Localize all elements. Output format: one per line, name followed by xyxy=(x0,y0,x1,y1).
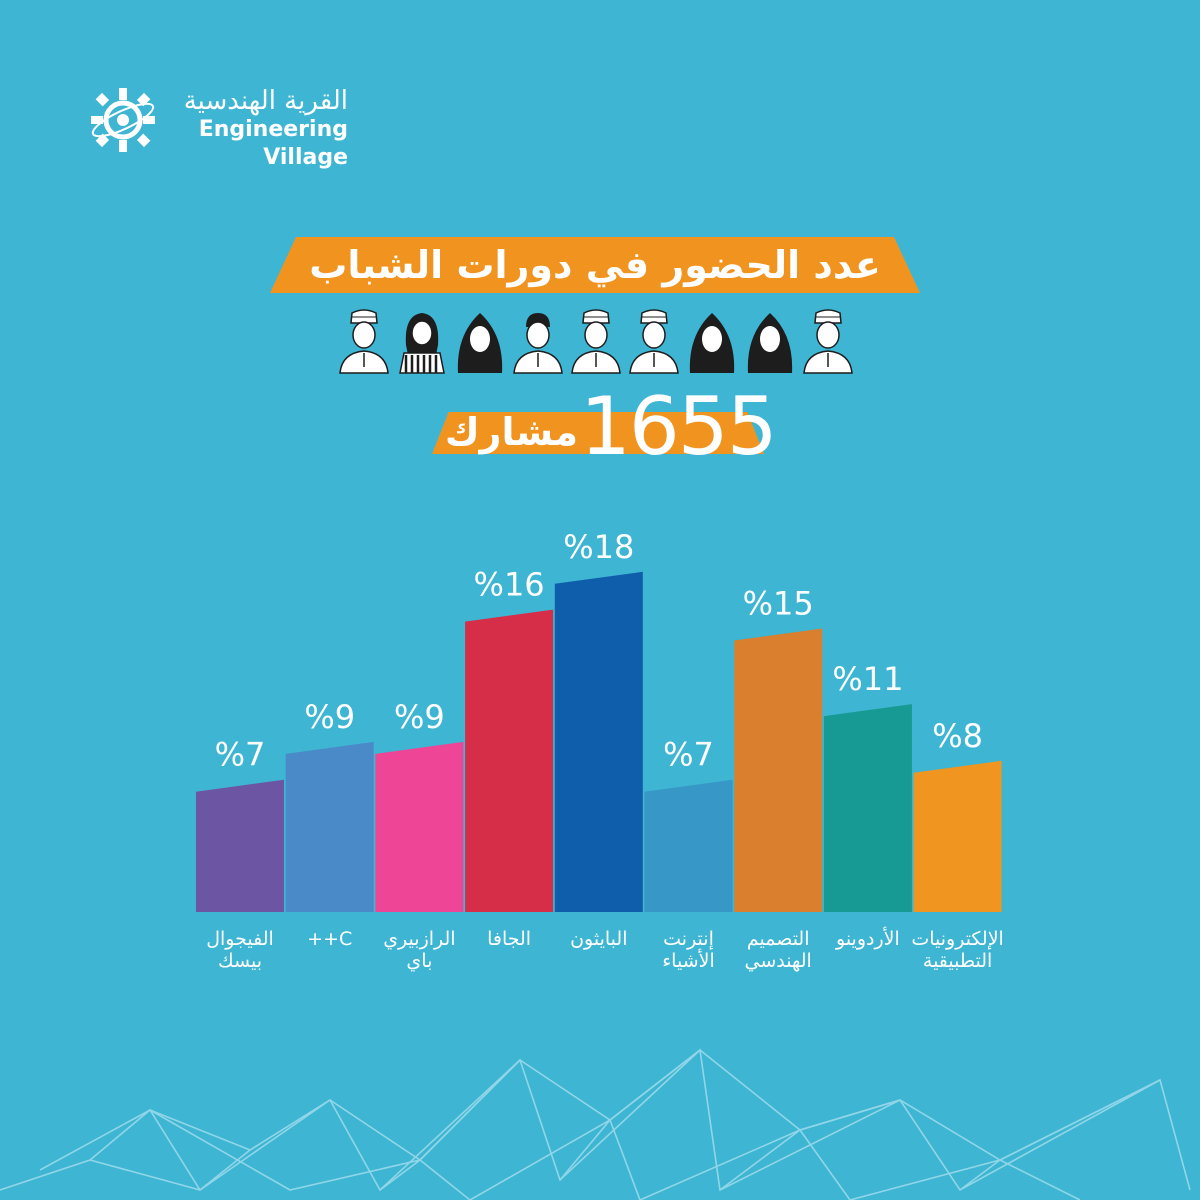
category-label: C++ xyxy=(307,928,353,950)
bar xyxy=(734,628,823,912)
bar xyxy=(375,741,464,912)
bar-value-label: %7 xyxy=(215,736,266,774)
bar-value-label: %15 xyxy=(743,585,814,623)
category-label: إنترنت الأشياء xyxy=(662,928,715,972)
network-decoration xyxy=(0,1048,1191,1200)
bar-value-label: %9 xyxy=(304,698,355,736)
man-icon xyxy=(803,309,853,374)
category-label: الإلكترونيات التطبيقية xyxy=(911,928,1004,972)
bar-value-label: %8 xyxy=(932,717,983,755)
bar-value-label: %16 xyxy=(474,566,545,604)
bar xyxy=(196,779,284,912)
category-label: الرازبيري باي xyxy=(383,928,456,972)
brand-logo: القرية الهندسية Engineering Village xyxy=(88,84,348,170)
bar-value-label: %18 xyxy=(563,528,634,566)
total-participants-label: مشارك xyxy=(444,410,578,454)
bar xyxy=(285,741,374,912)
category-label: الفيجوال بيسك xyxy=(206,928,274,972)
woman-icon xyxy=(689,313,735,373)
bar xyxy=(465,609,554,912)
woman-icon xyxy=(747,313,793,373)
category-label: البايثون xyxy=(570,928,628,950)
brand-name-english: Engineering Village xyxy=(198,117,348,170)
category-label: الأردوينو xyxy=(836,928,900,950)
category-label: التصميم الهندسي xyxy=(744,928,812,972)
brand-name-arabic: القرية الهندسية xyxy=(183,86,348,116)
girl-icon xyxy=(399,313,445,374)
page-title: عدد الحضور في دورات الشباب xyxy=(309,243,881,287)
man-icon xyxy=(339,309,389,374)
participants-icons xyxy=(339,309,853,374)
bar xyxy=(913,760,1002,912)
bar-value-label: %7 xyxy=(663,736,714,774)
woman-icon xyxy=(457,313,503,373)
boy-icon xyxy=(513,313,563,374)
man-icon xyxy=(629,309,679,374)
title-ribbon: عدد الحضور في دورات الشباب xyxy=(270,237,920,293)
bar xyxy=(644,779,733,912)
total-ribbon xyxy=(432,412,764,454)
man-icon xyxy=(571,309,621,374)
bar xyxy=(823,704,912,912)
bar-value-label: %9 xyxy=(394,698,445,736)
category-label: الجافا xyxy=(487,928,532,950)
bar xyxy=(554,571,643,912)
gear-logo-icon xyxy=(91,88,155,152)
bar-value-label: %11 xyxy=(832,660,903,698)
